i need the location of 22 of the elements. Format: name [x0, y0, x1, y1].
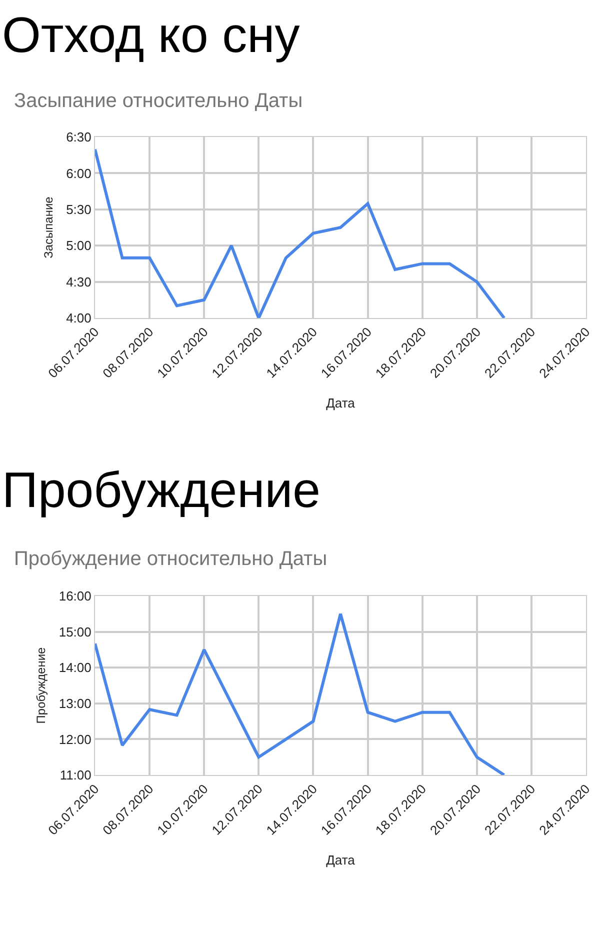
y-tick-label: 13:00 — [58, 696, 92, 711]
chart-subtitle: Пробуждение относительно Даты — [14, 548, 328, 570]
x-axis-title: Дата — [326, 852, 356, 868]
y-tick-label: 4:30 — [66, 274, 92, 290]
y-tick-label: 16:00 — [58, 588, 92, 604]
y-tick-label: 15:00 — [58, 624, 92, 640]
y-axis-title: Пробуждение — [34, 646, 48, 724]
x-axis-title: Дата — [326, 395, 356, 410]
y-tick-label: 5:00 — [66, 238, 92, 254]
y-tick-label: 12:00 — [58, 732, 92, 747]
y-tick-label: 4:00 — [66, 310, 92, 326]
chart-subtitle: Засыпание относительно Даты — [14, 90, 303, 112]
y-tick-label: 6:00 — [66, 166, 92, 181]
y-tick-label: 6:30 — [66, 130, 92, 145]
chart-title: Отход ко сну — [2, 7, 300, 63]
chart-title: Пробуждение — [2, 462, 320, 518]
y-tick-label: 11:00 — [60, 768, 92, 783]
y-tick-label: 5:30 — [66, 202, 92, 217]
line-series — [95, 612, 506, 775]
line-series — [95, 148, 506, 318]
y-tick-label: 14:00 — [58, 660, 92, 676]
y-axis-title: Засыпание — [41, 196, 56, 258]
